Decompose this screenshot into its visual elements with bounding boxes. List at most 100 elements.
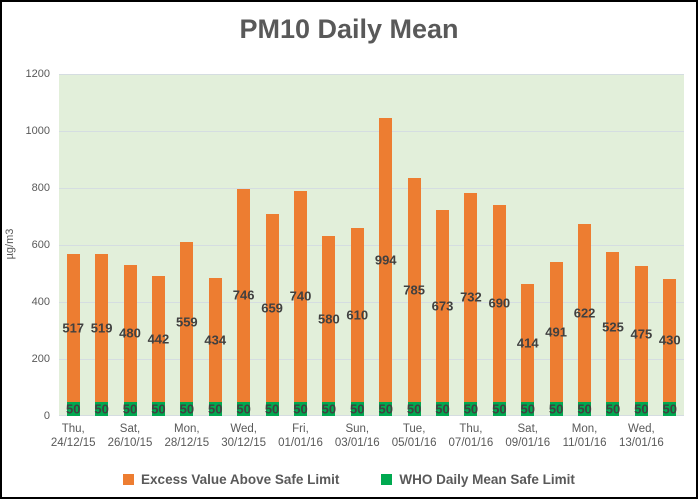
bar-safe-segment [492,401,506,416]
excess-value-label: 442 [147,331,170,347]
bar-safe-segment [549,401,563,416]
excess-value-label: 673 [431,298,454,314]
bar-safe-segment [634,401,648,416]
safe-value-label: 50 [236,401,251,417]
bar-safe-segment [237,401,251,416]
bar-safe-segment [151,401,165,416]
y-tick-label-600: 600 [31,239,50,251]
safe-value-label: 50 [662,401,678,417]
safe-value-label: 50 [548,401,564,417]
x-tick-label: Mon, 28/12/15 [164,423,210,449]
excess-value-label: 475 [630,326,653,342]
bar-excess-segment [322,236,336,402]
gridline-200 [59,359,684,360]
excess-value-label: 994 [374,252,397,268]
y-tick-label-800: 800 [31,182,50,194]
excess-value-label: 622 [573,305,596,321]
legend-item-excess: Excess Value Above Safe Limit [123,472,339,487]
safe-value-label: 50 [406,401,422,417]
bar-safe-segment [123,401,137,416]
bar-safe-segment [265,401,279,416]
bar-safe-segment [293,401,307,416]
excess-value-label: 610 [346,307,369,323]
gridline-0 [59,415,684,416]
safe-value-label: 50 [321,401,337,417]
y-tick-label-0: 0 [43,410,50,422]
safe-value-label: 50 [492,401,507,417]
bar-excess-segment [379,118,393,402]
chart-title: PM10 Daily Mean [239,14,459,44]
bar-excess-segment [407,178,421,402]
bar-safe-segment [407,401,421,416]
bar-safe-segment [180,401,194,416]
bar-safe-segment [663,401,677,416]
safe-value-label: 50 [151,401,166,417]
bar-excess-segment [123,264,137,402]
excess-value-label: 690 [488,295,511,311]
bar-excess-segment [151,275,165,402]
excess-value-label: 580 [318,311,340,327]
y-tick-label-400: 400 [31,296,50,308]
bar-safe-segment [379,401,393,416]
safe-value-label: 50 [264,401,280,417]
bar-excess-segment [634,266,648,402]
excess-value-label: 746 [232,287,255,303]
excess-value-label: 434 [204,332,227,348]
excess-value-label: 517 [62,320,85,336]
legend-swatch-safe-icon [381,474,393,485]
bar-safe-segment [464,401,478,416]
y-tick-label-1000: 1000 [25,125,50,137]
bar-excess-segment [66,254,80,402]
plot-area: 517 50 519 50 480 50 442 50 559 50 434 50 746 50 659 50… [59,74,684,416]
bar-safe-segment [208,401,222,416]
x-tick-label: Sun, 03/01/16 [334,423,380,449]
bar-excess-segment [492,205,506,402]
legend-item-safe: WHO Daily Mean Safe Limit [381,472,575,487]
x-tick-label: Mon, 11/01/16 [562,423,607,449]
bar-safe-segment [350,401,364,416]
excess-value-label: 525 [602,319,624,335]
safe-value-label: 50 [94,401,109,417]
bar-excess-segment [578,224,592,402]
bar-excess-segment [293,190,307,402]
excess-value-label: 491 [545,324,568,340]
bar-excess-segment [180,242,194,402]
bar-excess-segment [237,189,251,402]
gridline-1000 [59,131,684,132]
x-tick-label: Sat, 26/10/15 [107,423,153,449]
x-tick-label: Fri, 01/01/16 [278,423,323,449]
bar-excess-segment [265,213,279,402]
bar-safe-segment [66,401,80,416]
gridline-1200 [59,74,684,75]
excess-value-label: 659 [261,300,283,316]
bar-safe-segment [521,401,535,416]
excess-value-label: 519 [90,320,113,336]
bar-excess-segment [549,261,563,402]
safe-value-label: 50 [577,401,592,417]
excess-value-label: 430 [658,332,681,348]
excess-value-label: 559 [175,314,198,330]
y-tick-label-200: 200 [31,353,50,365]
safe-value-label: 50 [65,401,81,417]
bar-excess-segment [208,278,222,402]
safe-value-label: 50 [634,401,649,417]
bar-excess-segment [95,253,109,402]
bar-excess-segment [350,227,364,402]
gridline-400 [59,302,684,303]
safe-value-label: 50 [122,401,138,417]
excess-value-label: 785 [403,282,425,298]
legend-label-safe: WHO Daily Mean Safe Limit [399,472,575,487]
excess-value-label: 480 [119,325,141,341]
bar-safe-segment [578,401,592,416]
bar-safe-segment [436,401,450,416]
safe-value-label: 50 [435,401,450,417]
safe-value-label: 50 [208,401,223,417]
bar-safe-segment [95,401,109,416]
safe-value-label: 50 [378,401,393,417]
x-tick-label: Wed, 13/01/16 [618,423,664,449]
excess-value-label: 414 [516,335,539,351]
gridline-800 [59,188,684,189]
y-tick-label-1200: 1200 [25,68,50,80]
bar-safe-segment [322,401,336,416]
x-tick-label: Tue, 05/01/16 [391,423,437,449]
